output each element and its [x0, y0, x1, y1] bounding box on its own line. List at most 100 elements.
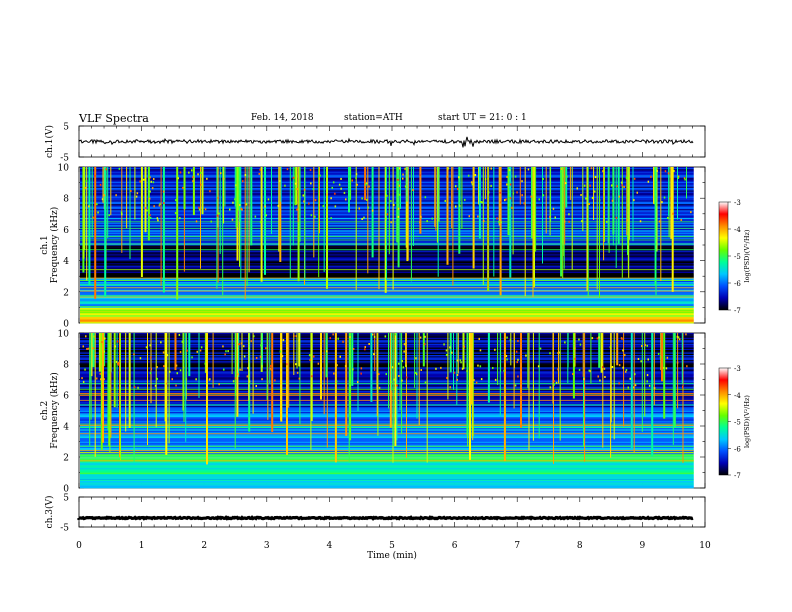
sferic-impulse	[231, 333, 233, 375]
sferic-impulse	[201, 167, 204, 215]
sferic-impulse	[348, 167, 350, 213]
sferic-impulse	[509, 167, 512, 278]
sferic-impulse	[453, 333, 454, 390]
upper-band-speckle	[560, 167, 563, 170]
sferic-impulse	[279, 167, 282, 262]
sferic-impulse	[320, 333, 322, 400]
upper-band-speckle	[154, 384, 157, 387]
start-time-label: start UT = 21: 0 : 1	[438, 113, 527, 123]
sferic-impulse	[188, 333, 191, 377]
upper-band-speckle	[517, 358, 519, 361]
sferic-impulse	[234, 333, 236, 449]
colorbar-tick-label: -3	[734, 199, 741, 207]
sferic-impulse	[653, 333, 655, 406]
upper-band-speckle	[506, 336, 508, 339]
upper-band-speckle	[174, 212, 177, 214]
sferic-impulse	[113, 333, 116, 408]
upper-band-speckle	[339, 355, 341, 358]
spectrum-band	[80, 405, 694, 408]
upper-band-speckle	[424, 343, 426, 346]
upper-band-speckle	[414, 371, 417, 374]
upper-band-speckle	[487, 191, 490, 194]
spectrum-band	[80, 424, 694, 426]
sferic-impulse	[280, 333, 281, 420]
upper-band-speckle	[405, 376, 408, 379]
upper-band-speckle	[349, 336, 351, 339]
spectrum-band	[80, 303, 694, 306]
upper-band-speckle	[244, 174, 247, 176]
upper-band-speckle	[314, 199, 317, 202]
colorbar-2: -3 -4 -5 -6 -7 log(PSD)(V²/Hz)	[718, 365, 751, 480]
upper-band-speckle	[611, 184, 613, 187]
sferic-impulse	[574, 333, 576, 367]
spectrum-band	[80, 292, 694, 294]
spectrum-band	[80, 298, 694, 301]
upper-band-speckle	[355, 173, 358, 176]
y-axis-title: Frequency (kHz)	[49, 372, 60, 449]
spectrum-band	[80, 363, 694, 365]
sferic-impulse	[682, 333, 684, 463]
upper-band-speckle	[231, 218, 234, 221]
upper-band-speckle	[296, 208, 298, 211]
sferic-impulse	[586, 167, 589, 292]
spectrum-band	[80, 354, 694, 357]
sferic-impulse	[677, 333, 679, 409]
upper-band-speckle	[669, 197, 671, 200]
narrowband-line	[80, 290, 694, 292]
sferic-impulse	[183, 167, 186, 210]
sferic-impulse	[392, 333, 394, 446]
sferic-impulse	[134, 167, 136, 220]
upper-band-speckle	[238, 343, 240, 346]
sferic-impulse	[560, 167, 563, 277]
upper-band-speckle	[446, 175, 448, 178]
upper-band-speckle	[516, 191, 518, 194]
upper-band-speckle	[471, 183, 474, 186]
spectrum-band	[80, 398, 694, 400]
spectrogram-ch2-spectrogram	[80, 333, 694, 489]
sferic-impulse	[466, 333, 469, 436]
upper-band-speckle	[609, 346, 612, 349]
upper-band-speckle	[255, 385, 257, 387]
upper-band-speckle	[269, 364, 272, 367]
sferic-impulse	[299, 167, 301, 242]
sferic-impulse	[458, 167, 461, 254]
sferic-impulse	[224, 167, 226, 207]
spectrum-band	[80, 309, 694, 311]
spectrum-band	[80, 415, 694, 417]
upper-band-speckle	[686, 365, 688, 368]
sferic-impulse	[538, 333, 540, 439]
upper-band-speckle	[85, 335, 87, 338]
upper-band-speckle	[482, 220, 485, 222]
upper-band-speckle	[181, 340, 184, 343]
upper-band-speckle	[243, 345, 245, 348]
upper-band-speckle	[390, 200, 392, 203]
upper-band-speckle	[562, 209, 564, 212]
sferic-impulse	[108, 333, 111, 447]
sferic-impulse	[616, 333, 619, 366]
upper-band-speckle	[199, 349, 202, 352]
spectrum-band	[80, 350, 694, 353]
sferic-impulse	[564, 167, 566, 245]
upper-band-speckle	[653, 387, 656, 390]
upper-band-speckle	[552, 207, 555, 210]
sferic-impulse	[206, 333, 208, 465]
upper-band-speckle	[355, 177, 357, 179]
sferic-impulse	[198, 333, 200, 399]
x-tick-label: 8	[577, 541, 583, 551]
spectrum-band	[80, 341, 694, 343]
upper-band-speckle	[345, 198, 347, 201]
sferic-impulse	[297, 167, 299, 222]
sferic-impulse	[280, 167, 282, 202]
upper-band-speckle	[611, 366, 614, 368]
upper-band-speckle	[360, 372, 362, 375]
upper-band-speckle	[538, 198, 540, 201]
y-axis-title: Frequency (kHz)	[49, 207, 60, 284]
sferic-impulse	[385, 167, 387, 281]
upper-band-speckle	[191, 356, 193, 359]
spectrum-band	[80, 318, 694, 320]
upper-band-speckle	[330, 197, 332, 200]
upper-band-speckle	[265, 347, 267, 350]
spectrum-band	[80, 450, 694, 452]
colorbar-tick-label: -6	[734, 445, 741, 453]
y-tick-label: 2	[63, 454, 69, 464]
